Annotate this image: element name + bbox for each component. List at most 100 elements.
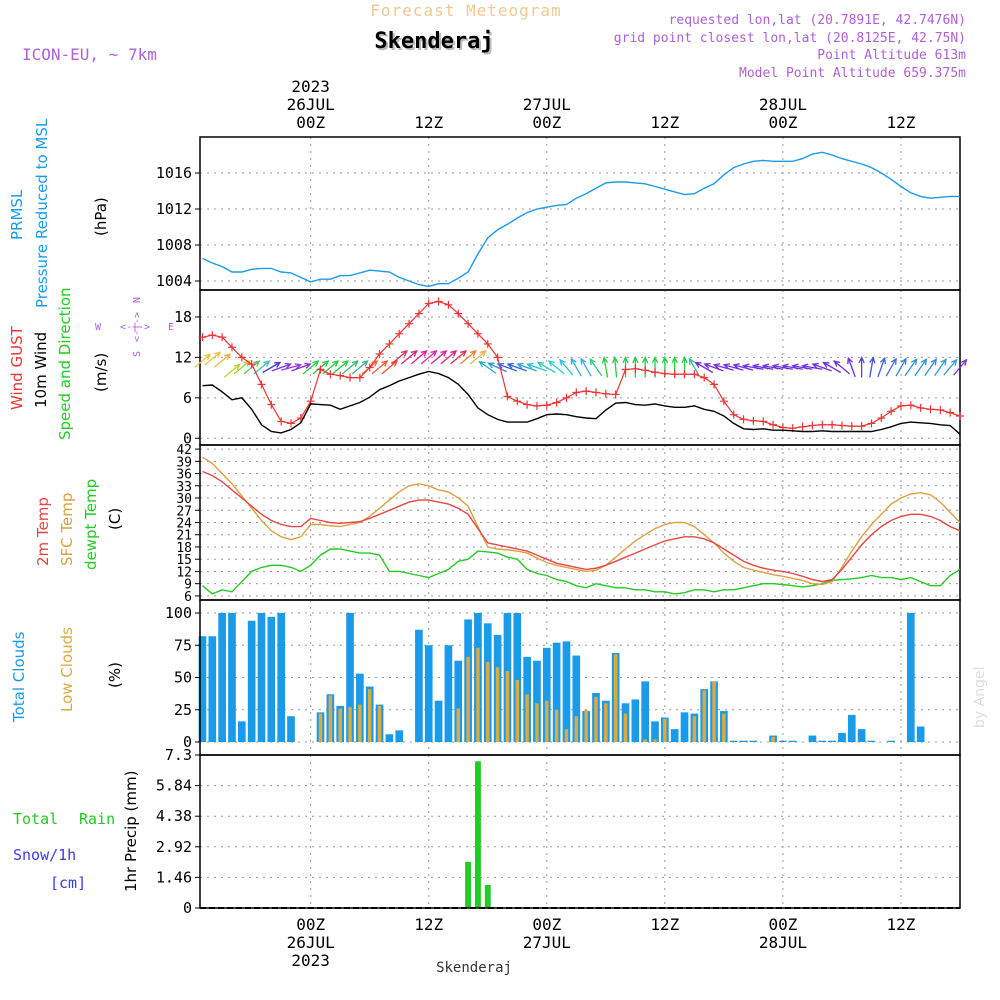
temp-ytick-label: 36 [176,468,192,483]
total-cloud-bar [444,645,453,742]
wind-ytick-label: 6 [183,389,192,407]
wind-panel: 0 6 12 18 [174,289,968,447]
low-cloud-bar [604,703,608,742]
total-cloud-bar [651,721,659,742]
wind-gust-point [405,319,414,328]
temp-ytick-label: 15 [176,553,192,568]
wind-gust-point [316,365,325,374]
wind-gust-point [473,329,482,338]
wind-gust-point [769,420,778,429]
dewpt-line [202,548,961,595]
low-cloud-bar [663,718,667,742]
clouds-ytick-label: 75 [174,636,192,654]
total-cloud-bar [572,655,581,742]
wind-arrow [526,362,547,372]
wind-gust-point [719,397,728,406]
wind-arrow [694,361,714,374]
precip-ytick-label: 4.38 [156,807,192,825]
wind-gust-point [454,309,463,318]
low-cloud-bar [486,662,490,742]
wind-ytick-label: 0 [183,429,192,447]
wind-arrow [822,361,842,374]
wind-arrow [801,363,823,370]
wind-gust-point [572,388,581,397]
wind-gust-point [926,405,935,414]
wind-gust-point [896,401,905,410]
wind-arrow [253,360,271,375]
wind-gust-point [346,373,355,382]
wind-gust-point [287,419,296,428]
wind-gust-point [798,422,807,431]
wind-gust-point [956,412,964,421]
low-cloud-bar [574,716,579,742]
total-cloud-bar [739,740,748,742]
top-axis-label: 2023 [291,77,330,96]
wind-arrow [722,363,744,371]
temp-ytick-label: 30 [176,492,192,507]
total-cloud-bar [680,712,689,742]
total-cloud-bar [395,730,404,742]
wind-gust-point [414,309,423,318]
wind-arrow [895,357,907,377]
low-cloud-bar [643,739,647,742]
wind-gust-point [591,388,600,397]
wind-arrow [589,358,603,377]
wind-gust-point [552,398,561,407]
precip-rain-label: Rain [79,810,115,828]
precip-ytick-label: 5.84 [156,777,192,795]
low-cloud-bar [515,680,520,742]
wind-10m-line [202,370,961,435]
wind-arrow [703,362,724,372]
low-cloud-bar [613,654,618,742]
precip-snow-label: Snow/1h [13,846,76,864]
wind-arrow [262,361,282,374]
wind-arrow [781,363,803,370]
low-cloud-bar [702,690,706,742]
wind-arrow [506,362,527,372]
temp-ytick-label: 18 [176,541,192,556]
wind-gust-point [523,400,532,409]
wind-gust-point [700,373,709,382]
t2m-line [202,470,961,583]
top-axis-label: 28JUL [759,95,807,114]
low-cloud-bar [456,708,460,742]
total-cloud-bar [198,636,207,742]
low-cloud-bar [653,739,657,742]
model-altitude: Model Point Altitude 659.375m [739,66,966,81]
dewpt-label: dewpt Temp [82,479,100,570]
wind-gust-point [237,353,246,362]
precip-axis-label: 1hr Precip (mm) [122,771,140,892]
wind-gust-point [916,403,925,412]
wind-arrow [934,358,947,377]
wind-arrow [302,360,320,375]
precip-ytick-label: 1.46 [156,868,192,886]
wind-arrow [688,357,700,377]
bottom-axis-label: 26JUL [287,933,335,952]
wind-gust-point [857,422,866,431]
wind-gust-point [257,380,266,389]
temp-ytick-label: 24 [176,517,192,532]
wind-arrow [732,363,754,371]
wind-arrow [885,357,897,377]
total-cloud-bar [847,714,856,742]
total-cloud-bar [287,716,295,742]
total-cloud-bar [867,740,876,742]
wind-gust-point [710,380,719,389]
bottom-axis-label: 12Z [414,915,443,934]
pressure-unit: (hPa) [92,197,110,236]
wind-speed-direction-label: Speed and Direction [56,287,74,440]
precip-panel: 0 1.46 2.92 4.38 5.84 7.3 [156,746,961,917]
total-cloud-bar [818,740,827,742]
low-cloud-bar [535,703,539,742]
wind-gust-point [749,416,758,425]
low-cloud-bar [476,647,480,742]
wind-gust-point [434,297,443,306]
wind-gust-point [483,339,492,348]
wind-frame [199,289,961,446]
wind-arrow [761,363,784,370]
low-cloud-bar [328,695,333,742]
temp-ytick-label: 39 [176,455,192,470]
wind-gust-point [828,420,837,429]
